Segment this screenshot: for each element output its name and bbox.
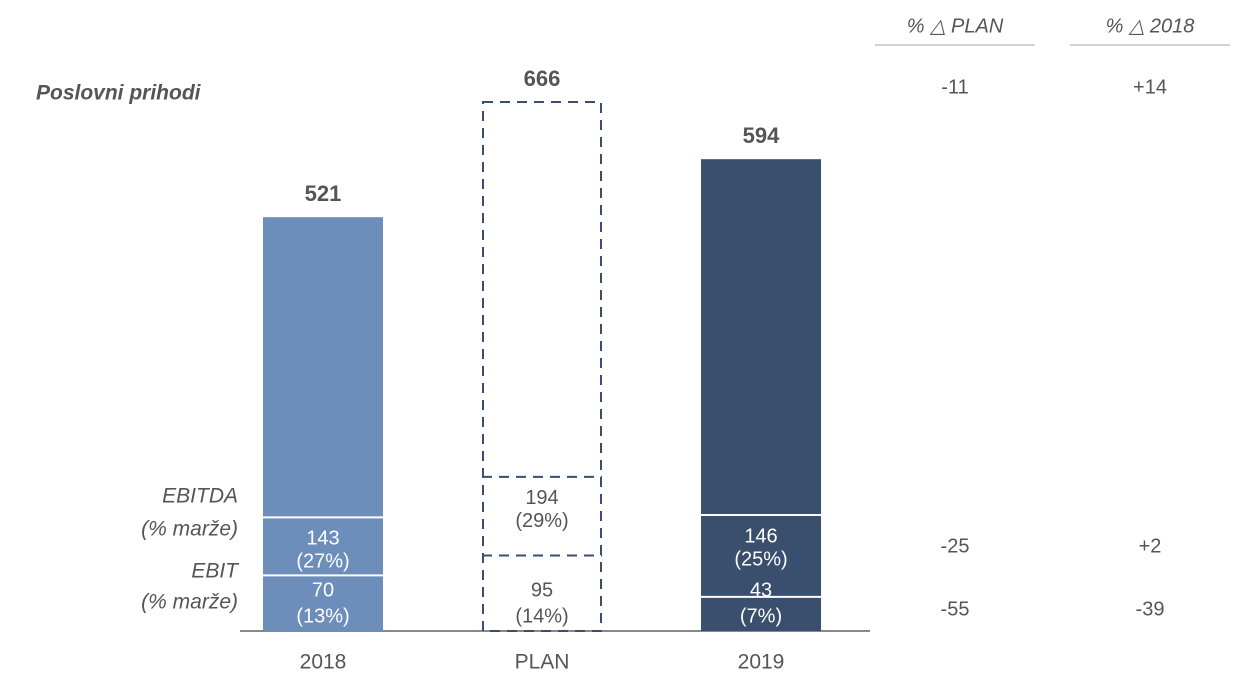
margin-label: (14%) <box>515 605 568 627</box>
margin-label: (13%) <box>296 605 349 627</box>
delta-header: % △ PLAN <box>907 15 1004 37</box>
x-tick-label: 2018 <box>300 651 347 674</box>
value-label: 70 <box>312 579 334 601</box>
value-label: 146 <box>744 525 777 547</box>
delta-value: +2 <box>1139 535 1162 557</box>
total-label: 594 <box>743 123 780 148</box>
total-label: 521 <box>305 181 342 206</box>
series-label: EBIT <box>191 560 240 583</box>
margin-label: (27%) <box>296 551 349 573</box>
x-tick-label: PLAN <box>515 651 570 674</box>
margin-label: (25%) <box>734 548 787 570</box>
bar <box>263 217 383 631</box>
delta-value: -25 <box>941 535 970 557</box>
value-label: 194 <box>525 487 558 509</box>
value-label: 95 <box>531 579 553 601</box>
x-tick-label: 2019 <box>738 651 785 674</box>
margin-label: (29%) <box>515 510 568 532</box>
series-subtitle: (% marže) <box>141 518 238 541</box>
revenue-label: Poslovni prihodi <box>36 82 202 105</box>
total-label: 666 <box>524 66 561 91</box>
delta-value: +14 <box>1133 76 1167 98</box>
bar <box>482 101 602 632</box>
series-subtitle: (% marže) <box>141 591 238 614</box>
delta-value: -11 <box>941 76 968 98</box>
margin-label: (7%) <box>740 605 782 627</box>
delta-header: % △ 2018 <box>1106 15 1195 37</box>
value-label: 43 <box>750 579 772 601</box>
value-label: 143 <box>306 528 339 550</box>
series-label: EBITDA <box>162 485 238 508</box>
delta-value: -39 <box>1136 598 1165 620</box>
bar <box>701 159 821 631</box>
delta-value: -55 <box>941 598 970 620</box>
